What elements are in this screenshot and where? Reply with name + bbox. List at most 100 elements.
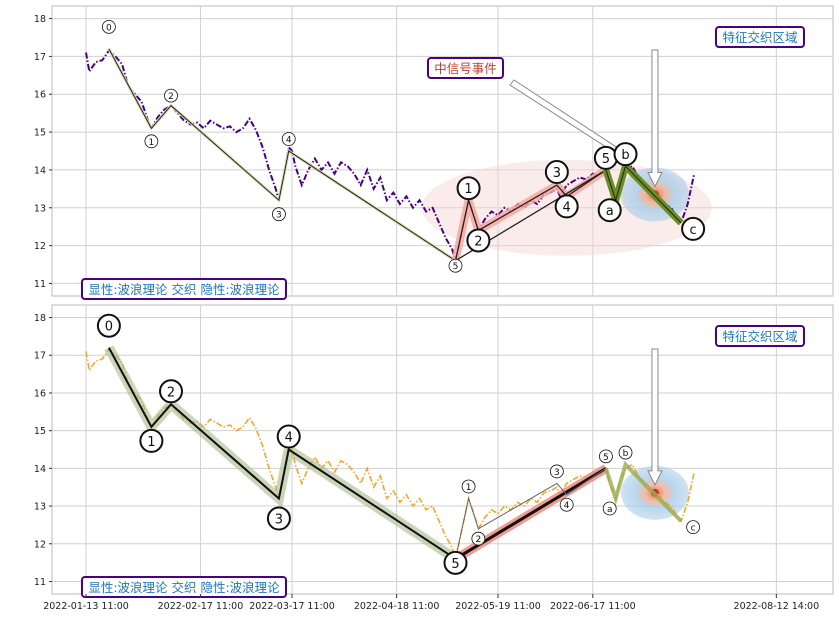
wave-label-main-2-text: 2 — [167, 385, 175, 400]
y-tick-label: 15 — [34, 128, 46, 139]
x-tick-label: 2022-02-17 11:00 — [158, 601, 244, 612]
wave-label-main-4-ring — [276, 424, 301, 449]
wave-label-main-2-ring — [164, 88, 178, 103]
x-tick-label: 2022-08-12 14:00 — [734, 601, 820, 612]
wave-label-b-ring — [618, 445, 633, 460]
wave-label-up-3-ring — [549, 464, 564, 479]
wave-label-up-2-ring — [471, 531, 486, 546]
y-tick-label: 13 — [34, 203, 46, 214]
wave-label-up-4-ring — [559, 497, 574, 512]
wave-label-main-4-text: 4 — [286, 136, 292, 146]
wave-label-main-0: 0 — [101, 19, 116, 34]
wave-label-a-ring — [597, 198, 622, 223]
wave-label-up-3-text: 3 — [554, 468, 560, 478]
wave-label-up-2-ring — [466, 228, 491, 253]
y-tick-label: 14 — [34, 165, 46, 176]
wave-label-main-0-text: 0 — [105, 320, 113, 335]
bottom-panel-footer-box — [81, 576, 287, 598]
y-tick-label: 11 — [34, 577, 46, 588]
wave-label-b-ring — [613, 142, 638, 167]
y-tick-label: 18 — [34, 14, 46, 25]
bottom-panel-footer: 显性:波浪理论 交织 隐性:波浪理论 — [81, 576, 287, 598]
feature-zone-label-box — [715, 325, 805, 347]
wave-label-main-5: 5 — [448, 258, 463, 273]
wave-label-main-1: 1 — [144, 134, 159, 149]
feature-zone-arrow — [647, 348, 663, 486]
wave-label-up-4-text: 4 — [564, 501, 570, 511]
y-tick-label: 13 — [34, 502, 46, 513]
wave-label-main-1: 1 — [139, 428, 164, 453]
wave-label-main-3: 3 — [272, 207, 286, 222]
wave-label-a: a — [597, 198, 622, 223]
up-impulse-line — [455, 467, 607, 559]
signal-event-label-text: 中信号事件 — [434, 61, 497, 76]
feature-zone-label-text: 特征交织区域 — [722, 329, 797, 344]
wave-label-main-2-text: 2 — [168, 92, 174, 102]
feature-zone-label-text: 特征交织区域 — [722, 30, 797, 45]
x-tick-label: 2022-05-19 11:00 — [455, 601, 541, 612]
wave-label-up-4: 4 — [554, 194, 579, 219]
wave-label-a-text: a — [607, 505, 613, 515]
wave-label-main-1-ring — [139, 428, 164, 453]
wave-label-up-5-ring — [599, 449, 613, 464]
wave-label-c: c — [681, 216, 706, 241]
wave-label-up-3: 3 — [549, 464, 564, 479]
wave-label-up-2-text: 2 — [474, 234, 482, 249]
wave-label-up-3-ring — [544, 160, 569, 185]
wave-label-c-ring — [681, 216, 706, 241]
abc-line — [605, 165, 682, 224]
wave-label-main-0-ring — [101, 19, 116, 34]
wave-label-main-4: 4 — [281, 132, 296, 146]
wave-label-up-5: 5 — [593, 145, 618, 170]
signal-event-label: 中信号事件 — [427, 57, 504, 79]
top-panel-frame — [51, 5, 834, 297]
wave-label-up-1: 1 — [461, 479, 476, 494]
wave-label-main-4: 4 — [276, 424, 301, 449]
y-tick-label: 15 — [34, 426, 46, 437]
wave-label-up-5-text: 5 — [602, 152, 610, 167]
x-tick-label: 2022-06-17 11:00 — [550, 601, 636, 612]
wave-label-c: c — [686, 520, 701, 535]
abc-halo — [603, 460, 683, 523]
main-impulse-line — [108, 347, 457, 560]
wave-label-main-5: 5 — [443, 550, 468, 575]
wave-label-up-1-ring — [461, 479, 476, 494]
wave-label-main-1-text: 1 — [147, 435, 155, 450]
wave-label-main-5-ring — [443, 550, 468, 575]
y-tick-label: 16 — [34, 90, 46, 101]
wave-label-main-5-ring — [448, 258, 463, 273]
wave-label-up-1: 1 — [456, 176, 481, 201]
y-tick-label: 12 — [34, 539, 46, 550]
top-panel-footer-text: 显性:波浪理论 交织 隐性:波浪理论 — [88, 282, 280, 297]
wave-label-main-3-text: 3 — [276, 211, 282, 221]
bottom-panel-footer-text: 显性:波浪理论 交织 隐性:波浪理论 — [88, 580, 280, 595]
main-impulse-line — [108, 48, 456, 262]
wave-label-up-2-text: 2 — [476, 535, 482, 545]
wave-label-main-2-ring — [159, 379, 184, 404]
wave-label-up-4: 4 — [559, 497, 574, 512]
feature-zone-label: 特征交织区域 — [715, 325, 805, 347]
y-tick-label: 18 — [34, 313, 46, 324]
wave-label-c-text: c — [690, 223, 697, 238]
y-tick-label: 11 — [34, 279, 46, 290]
wave-label-main-4-ring — [281, 132, 296, 146]
wave-label-b-text: b — [621, 148, 629, 163]
wave-label-a-ring — [602, 501, 617, 516]
wave-label-main-3: 3 — [266, 506, 291, 531]
x-tick-label: 2022-04-18 11:00 — [354, 601, 440, 612]
feature-zone-arrow — [647, 49, 663, 188]
x-tick-label: 2022-03-17 11:00 — [249, 601, 335, 612]
wave-label-c-ring — [686, 520, 701, 535]
wave-label-up-5-text: 5 — [603, 453, 609, 463]
wave-label-main-0: 0 — [96, 313, 121, 338]
wave-label-main-5-text: 5 — [451, 557, 459, 572]
wave-label-c-text: c — [691, 524, 696, 534]
wave-label-up-4-text: 4 — [563, 200, 571, 215]
wave-label-a: a — [602, 501, 617, 516]
up-impulse-line — [454, 169, 607, 261]
wave-label-b: b — [613, 142, 638, 167]
y-tick-label: 17 — [34, 52, 46, 63]
feature-zone-label-box — [715, 26, 805, 48]
